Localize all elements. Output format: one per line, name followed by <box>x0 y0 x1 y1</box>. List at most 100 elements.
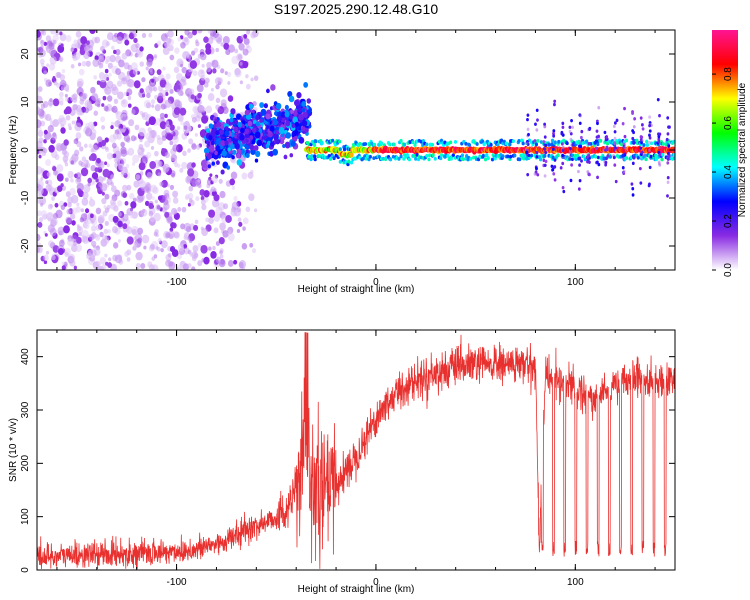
spectrogram-cell <box>157 92 164 100</box>
spectrogram-cell <box>183 36 189 43</box>
spectrogram-cell <box>587 142 591 146</box>
spectrogram-y-tick-label: 0 <box>20 147 31 153</box>
spectrogram-cell <box>205 128 211 134</box>
spectrogram-cell <box>52 39 57 45</box>
spectrogram-cell <box>84 107 89 114</box>
spectrogram-cell <box>285 120 291 127</box>
spectrogram-cell <box>579 144 583 149</box>
spectrogram-cell <box>64 251 69 257</box>
spectrogram-cell <box>372 142 377 147</box>
spectrogram-cell <box>313 157 317 162</box>
spectrogram-cell <box>586 170 590 174</box>
spectrogram-cell <box>493 156 497 161</box>
spectrogram-cell <box>75 177 82 185</box>
spectrogram-cell <box>237 121 243 128</box>
spectrogram-cell <box>169 184 175 190</box>
spectrogram-cell <box>245 138 249 143</box>
spectrogram-cell <box>38 154 42 159</box>
spectrogram-cell <box>599 138 603 143</box>
spectrogram-cell <box>658 153 662 157</box>
spectrogram-cell <box>179 167 184 173</box>
spectrogram-cell <box>245 43 250 49</box>
spectrogram-cell <box>151 196 155 201</box>
spectrogram-cell <box>312 154 317 159</box>
spectrogram-cell <box>47 124 54 133</box>
spectrogram-cell <box>220 68 225 74</box>
spectrogram-cell <box>486 156 490 161</box>
spectrogram-cell <box>92 180 96 185</box>
spectrogram-cell <box>631 111 634 115</box>
spectrogram-cell <box>64 162 69 167</box>
spectrogram-cell <box>233 119 239 125</box>
spectrogram-cell <box>368 154 372 159</box>
spectrogram-cell <box>162 166 169 174</box>
spectrogram-cell <box>166 128 171 134</box>
spectrogram-cell <box>210 140 215 146</box>
snr-x-tick-label: -100 <box>167 577 187 588</box>
spectrogram-cell <box>542 147 546 151</box>
spectrogram-cell <box>142 208 146 213</box>
spectrogram-cell <box>101 197 107 205</box>
spectrogram-cell <box>517 139 521 143</box>
snr-x-axis: -100 0 100 <box>56 330 656 588</box>
spectrogram-cell <box>37 166 43 175</box>
spectrogram-cell <box>379 141 384 146</box>
spectrogram-cell <box>98 55 103 61</box>
spectrogram-cell <box>645 143 649 147</box>
spectrogram-cell <box>605 147 609 152</box>
spectrogram-cell <box>280 111 286 118</box>
spectrogram-cell <box>167 259 171 264</box>
spectrogram-cell <box>195 39 199 44</box>
spectrogram-cell <box>241 149 245 154</box>
spectrogram-cell <box>203 36 209 44</box>
spectrogram-cell <box>177 243 185 252</box>
spectrogram-cell <box>582 154 586 159</box>
spectrogram-cell <box>658 114 661 118</box>
snr-line <box>37 332 675 569</box>
spectrogram-cell <box>201 115 209 124</box>
spectrogram-cell <box>37 247 41 253</box>
spectrogram-cell <box>200 244 208 254</box>
spectrogram-cell <box>392 142 396 147</box>
spectrogram-cell <box>485 153 489 158</box>
spectrogram-cell <box>332 156 336 161</box>
spectrogram-cell <box>603 130 607 135</box>
spectrogram-cell <box>236 229 241 234</box>
spectrogram-cell <box>60 43 64 48</box>
spectrogram-cell <box>579 135 583 140</box>
spectrogram-cell <box>78 160 83 166</box>
spectrogram-cell <box>244 109 250 116</box>
spectrogram-cell <box>113 98 119 104</box>
spectrogram-cell <box>301 126 306 131</box>
spectrogram-cell <box>191 255 197 262</box>
spectrogram-cell <box>656 97 660 102</box>
spectrogram-cell <box>92 132 96 138</box>
spectrogram-cell <box>75 30 82 38</box>
spectrogram-cell <box>169 54 175 61</box>
spectrogram-cell <box>661 141 666 146</box>
spectrogram-cell <box>126 88 133 96</box>
spectrogram-cell <box>187 148 191 153</box>
spectrogram-cell <box>218 237 225 245</box>
spectrogram-cell <box>37 130 44 137</box>
spectrogram-cell <box>133 180 140 188</box>
spectrogram-cell <box>489 142 493 147</box>
spectrogram-cell <box>111 142 117 149</box>
spectrogram-cell <box>578 163 581 167</box>
spectrogram-cell <box>72 103 78 111</box>
spectrogram-cell <box>37 30 41 38</box>
spectrogram-cell <box>188 138 194 145</box>
spectrogram-cell <box>52 166 57 172</box>
spectrogram-cell <box>648 165 652 170</box>
spectrogram-cell <box>141 186 146 191</box>
spectrogram-cell <box>136 194 144 203</box>
spectrogram-cell <box>211 175 218 184</box>
spectrogram-cell <box>248 103 254 109</box>
spectrogram-x-tick-label: 100 <box>567 277 584 288</box>
spectrogram-cell <box>57 247 64 256</box>
spectrogram-cell <box>233 126 239 133</box>
spectrogram-cell <box>123 134 131 142</box>
spectrogram-cell <box>68 126 72 131</box>
spectrogram-cell <box>38 217 44 223</box>
